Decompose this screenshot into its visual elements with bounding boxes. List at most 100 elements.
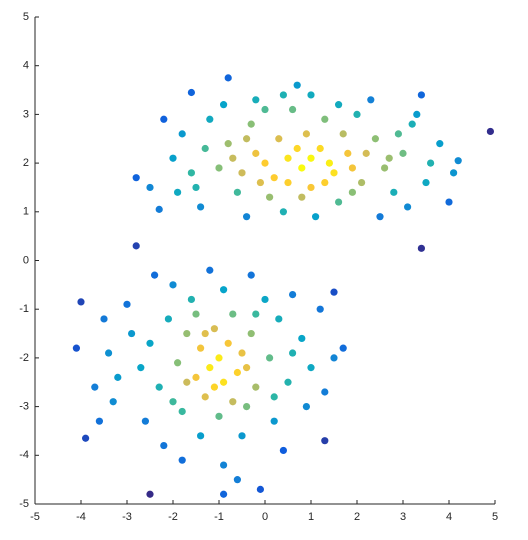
point bbox=[330, 169, 338, 177]
point bbox=[146, 490, 154, 498]
x-tick-label: -3 bbox=[122, 511, 132, 523]
point bbox=[408, 120, 416, 128]
point bbox=[197, 203, 205, 211]
point bbox=[275, 135, 283, 143]
point bbox=[261, 295, 269, 304]
point bbox=[321, 437, 329, 445]
y-tick-label: 5 bbox=[23, 11, 29, 23]
point bbox=[339, 130, 347, 138]
point bbox=[417, 91, 425, 99]
point bbox=[427, 159, 435, 167]
point bbox=[132, 242, 140, 250]
point bbox=[206, 266, 214, 274]
point bbox=[201, 329, 209, 338]
point bbox=[270, 174, 278, 182]
point bbox=[174, 188, 182, 196]
point bbox=[114, 373, 122, 381]
point bbox=[243, 213, 251, 221]
point bbox=[321, 388, 329, 396]
point bbox=[192, 373, 200, 381]
point bbox=[128, 329, 136, 338]
point bbox=[95, 417, 103, 425]
point bbox=[141, 417, 149, 425]
point bbox=[187, 88, 195, 97]
point bbox=[146, 183, 154, 192]
point bbox=[247, 329, 255, 338]
point bbox=[348, 188, 356, 196]
point bbox=[307, 183, 315, 192]
point bbox=[183, 329, 191, 338]
point bbox=[385, 154, 393, 162]
x-tick-label: -2 bbox=[168, 511, 178, 523]
y-tick-label: -3 bbox=[19, 401, 29, 413]
point bbox=[261, 159, 269, 167]
y-tick-label: 0 bbox=[23, 254, 29, 266]
point bbox=[210, 325, 218, 333]
point bbox=[233, 476, 241, 484]
point bbox=[201, 393, 209, 401]
point bbox=[178, 407, 186, 416]
point bbox=[229, 154, 237, 162]
point bbox=[215, 164, 223, 172]
point bbox=[321, 178, 329, 187]
point bbox=[233, 188, 241, 196]
point bbox=[358, 178, 366, 187]
point bbox=[109, 398, 117, 406]
point bbox=[210, 383, 218, 391]
point bbox=[256, 178, 264, 187]
point bbox=[289, 349, 297, 357]
point bbox=[238, 349, 246, 357]
point bbox=[376, 213, 384, 221]
point bbox=[417, 244, 425, 252]
point bbox=[298, 334, 306, 343]
point bbox=[192, 310, 200, 318]
point bbox=[146, 339, 154, 347]
point bbox=[183, 378, 191, 386]
point bbox=[233, 368, 241, 377]
point bbox=[302, 403, 310, 411]
point bbox=[178, 456, 186, 464]
point bbox=[105, 349, 113, 357]
point bbox=[91, 383, 99, 391]
point bbox=[284, 378, 292, 386]
point bbox=[82, 434, 90, 442]
x-tick-label: 2 bbox=[354, 511, 360, 523]
point bbox=[307, 91, 315, 99]
point bbox=[270, 417, 278, 425]
point bbox=[178, 130, 186, 138]
point bbox=[206, 115, 214, 123]
point bbox=[284, 154, 292, 162]
point bbox=[371, 135, 379, 143]
point bbox=[450, 169, 458, 177]
point bbox=[390, 188, 398, 196]
point bbox=[243, 364, 251, 372]
point bbox=[215, 354, 223, 362]
point bbox=[160, 441, 168, 450]
point bbox=[298, 193, 306, 201]
y-tick-label: 1 bbox=[23, 206, 29, 218]
point bbox=[238, 432, 246, 440]
point bbox=[367, 96, 375, 104]
point bbox=[330, 354, 338, 362]
y-tick-label: 2 bbox=[23, 157, 29, 169]
point bbox=[155, 205, 163, 213]
point bbox=[394, 130, 402, 138]
point bbox=[302, 130, 310, 138]
point bbox=[275, 315, 283, 323]
point bbox=[123, 300, 131, 308]
point bbox=[238, 169, 246, 177]
x-tick-label: -1 bbox=[214, 511, 224, 523]
point bbox=[229, 398, 237, 406]
point bbox=[353, 110, 361, 118]
point bbox=[187, 169, 195, 177]
point bbox=[137, 364, 145, 372]
point bbox=[201, 144, 209, 153]
point bbox=[381, 164, 389, 172]
point bbox=[312, 213, 320, 221]
point bbox=[270, 393, 278, 401]
point bbox=[164, 315, 172, 323]
x-tick-label: -5 bbox=[30, 511, 40, 523]
point bbox=[220, 461, 228, 469]
point bbox=[187, 295, 195, 304]
